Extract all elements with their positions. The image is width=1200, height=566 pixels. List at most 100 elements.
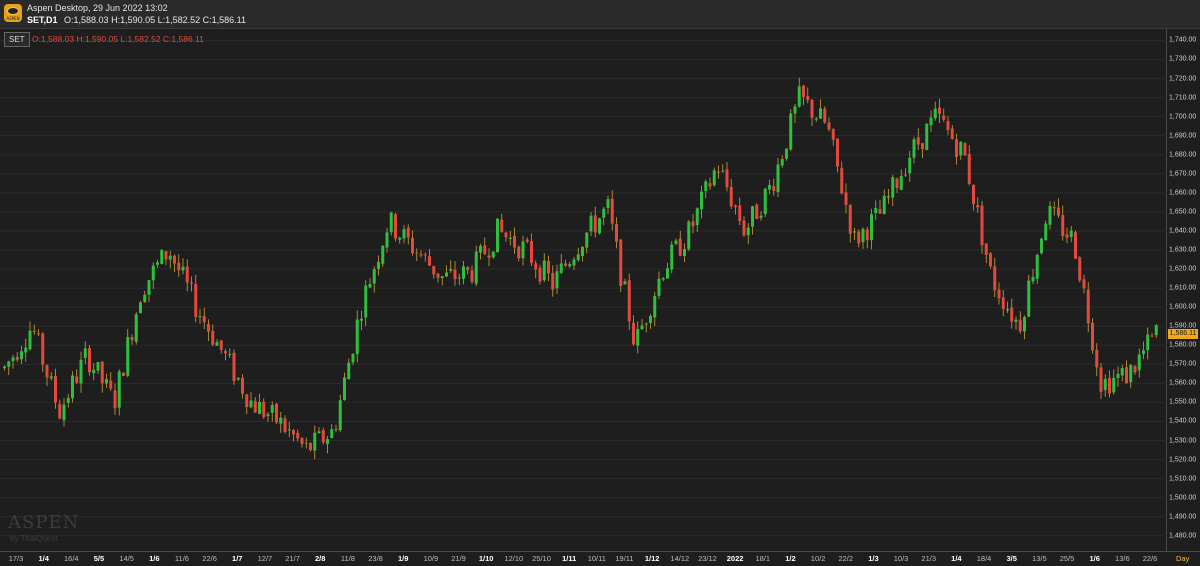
candle-up [683,248,686,257]
candle-down [415,252,419,254]
aspen-watermark-logo: ASPEN by ThaiQuest [8,512,79,543]
candle-up [134,314,138,342]
candle-down [963,143,967,156]
time-tick-label: 1/10 [478,554,494,563]
candle-down [15,356,19,360]
candle-down [921,143,924,150]
candle-down [466,267,470,270]
time-tick-label: 21/9 [451,554,466,563]
candle-up [1103,378,1107,391]
candle-down [1001,297,1005,310]
candle-down [772,185,776,191]
candle-down [88,348,91,373]
candle-down [483,245,487,255]
candle-down [283,418,287,432]
candle-down [857,231,861,244]
price-tick-label: 1,640.00 [1169,227,1197,235]
candle-up [661,278,665,280]
candle-down [938,107,941,114]
candle-down [551,273,555,290]
candle-up [181,266,185,271]
candle-up [585,232,589,248]
candle-up [759,215,763,218]
candle-up [649,316,652,324]
candle-down [173,255,176,264]
time-tick-label: 22/6 [1142,554,1158,563]
time-tick-label: 1/9 [398,554,409,563]
candle-up [20,351,23,360]
candle-up [780,159,784,166]
time-tick-label: 1/7 [232,554,243,563]
candle-up [7,361,11,367]
candle-up [462,266,465,279]
price-tick-label: 1,490.00 [1169,513,1197,521]
candle-up [814,118,818,120]
time-tick-label: 1/6 [149,554,160,563]
candle-up [695,208,699,225]
candle-down [691,221,695,227]
candle-down [1150,335,1154,337]
candle-up [746,227,750,236]
indicator-legend-symbol[interactable]: SET [4,32,30,47]
candle-down [848,205,852,234]
candle-up [1023,316,1026,332]
candle-up [1146,334,1150,351]
candle-up [330,429,334,438]
candle-down [1074,232,1077,259]
candle-down [109,380,113,389]
candle-down [831,129,835,140]
candle-up [398,237,402,240]
candle-down [827,122,831,130]
candle-down [976,205,980,208]
price-tick-label: 1,480.00 [1169,532,1197,540]
time-tick-label: 23/12 [698,554,717,563]
candle-down [1125,367,1128,384]
time-tick-label: 13/5 [1032,554,1047,563]
candle-up [83,348,87,359]
time-tick-label: 1/12 [644,554,660,563]
candle-up [508,237,512,239]
price-tick-label: 1,670.00 [1169,170,1197,178]
candle-down [100,361,104,384]
candle-up [623,281,627,285]
candle-down [1057,207,1060,216]
candle-down [419,254,423,256]
candle-up [768,185,771,190]
candle-down [989,253,992,267]
candle-up [249,400,253,408]
candle-up [602,208,606,218]
candle-up [785,148,788,159]
candle-down [406,227,410,238]
candle-down [309,443,312,451]
time-tick-label: 10/11 [587,554,606,563]
candle-up [861,228,865,242]
time-axis[interactable]: Day 17/3 1/4 16/4 5/5 14/5 1/6 11/6 22/6 1/7 12/7… [0,551,1200,566]
candle-down [530,240,533,263]
period-label[interactable]: Day [1176,554,1190,563]
candle-down [1086,289,1090,324]
candle-down [185,266,189,283]
candle-up [270,405,274,413]
time-tick-label: 19/11 [615,554,634,563]
candle-down [916,137,920,145]
candle-up [874,208,878,213]
candle-down [32,330,36,333]
candle-down [895,178,899,189]
candle-down [1082,279,1086,289]
candlestick-chart[interactable] [0,0,1167,551]
candle-down [950,128,954,139]
candle-down [504,232,508,238]
price-axis[interactable]: 1,740.00 1,730.00 1,720.00 1,710.00 1,700.00… [1167,29,1200,551]
candle-up [908,157,912,174]
candle-up [636,329,640,346]
candle-up [96,362,100,371]
time-tick-label: 5/5 [93,554,105,563]
candle-down [946,121,950,130]
candle-down [453,269,457,280]
candle-up [644,323,648,325]
candle-up [657,278,661,296]
candle-up [959,141,963,156]
candle-up [899,176,903,190]
aspen-app-icon[interactable]: ASPEN [4,4,22,22]
price-tick-label: 1,600.00 [1169,303,1197,311]
